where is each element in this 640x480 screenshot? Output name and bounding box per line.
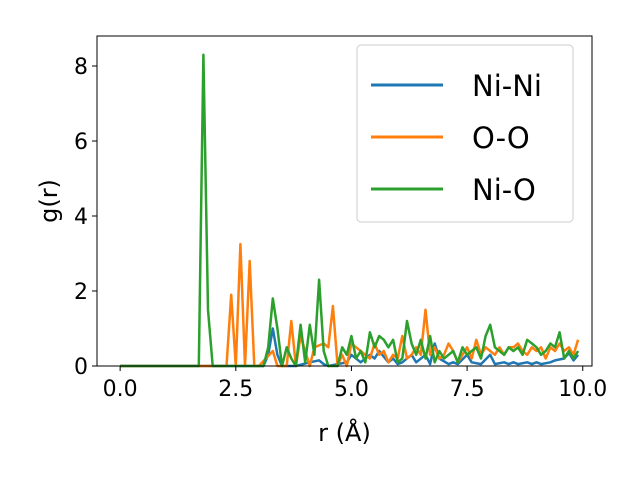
y-tick-label: 8 — [74, 55, 88, 80]
y-tick-label: 6 — [74, 130, 88, 155]
y-axis-ticks: 0 2 4 6 8 — [74, 55, 97, 380]
y-axis-label: g(r) — [35, 179, 63, 223]
legend: Ni-Ni O-O Ni-O — [356, 44, 574, 223]
legend-label-o-o: O-O — [472, 121, 530, 155]
series-line-o-o — [120, 242, 580, 368]
x-tick-label: 2.5 — [218, 377, 253, 402]
legend-label-ni-o: Ni-O — [472, 173, 536, 207]
y-tick-label: 0 — [74, 355, 88, 380]
x-axis-label: r (Å) — [318, 418, 371, 447]
y-tick-label: 4 — [74, 205, 88, 230]
x-tick-label: 0.0 — [103, 377, 138, 402]
plot-frame — [96, 35, 593, 367]
y-tick-label: 2 — [74, 280, 88, 305]
series-line-ni-o — [120, 53, 580, 368]
legend-label-ni-ni: Ni-Ni — [472, 69, 542, 103]
legend-box — [356, 44, 574, 223]
x-tick-label: 5.0 — [334, 377, 369, 402]
x-axis-ticks: 0.0 2.5 5.0 7.5 10.0 — [103, 366, 607, 402]
series-lines — [120, 53, 580, 368]
x-tick-label: 7.5 — [450, 377, 485, 402]
x-tick-label: 10.0 — [558, 377, 607, 402]
